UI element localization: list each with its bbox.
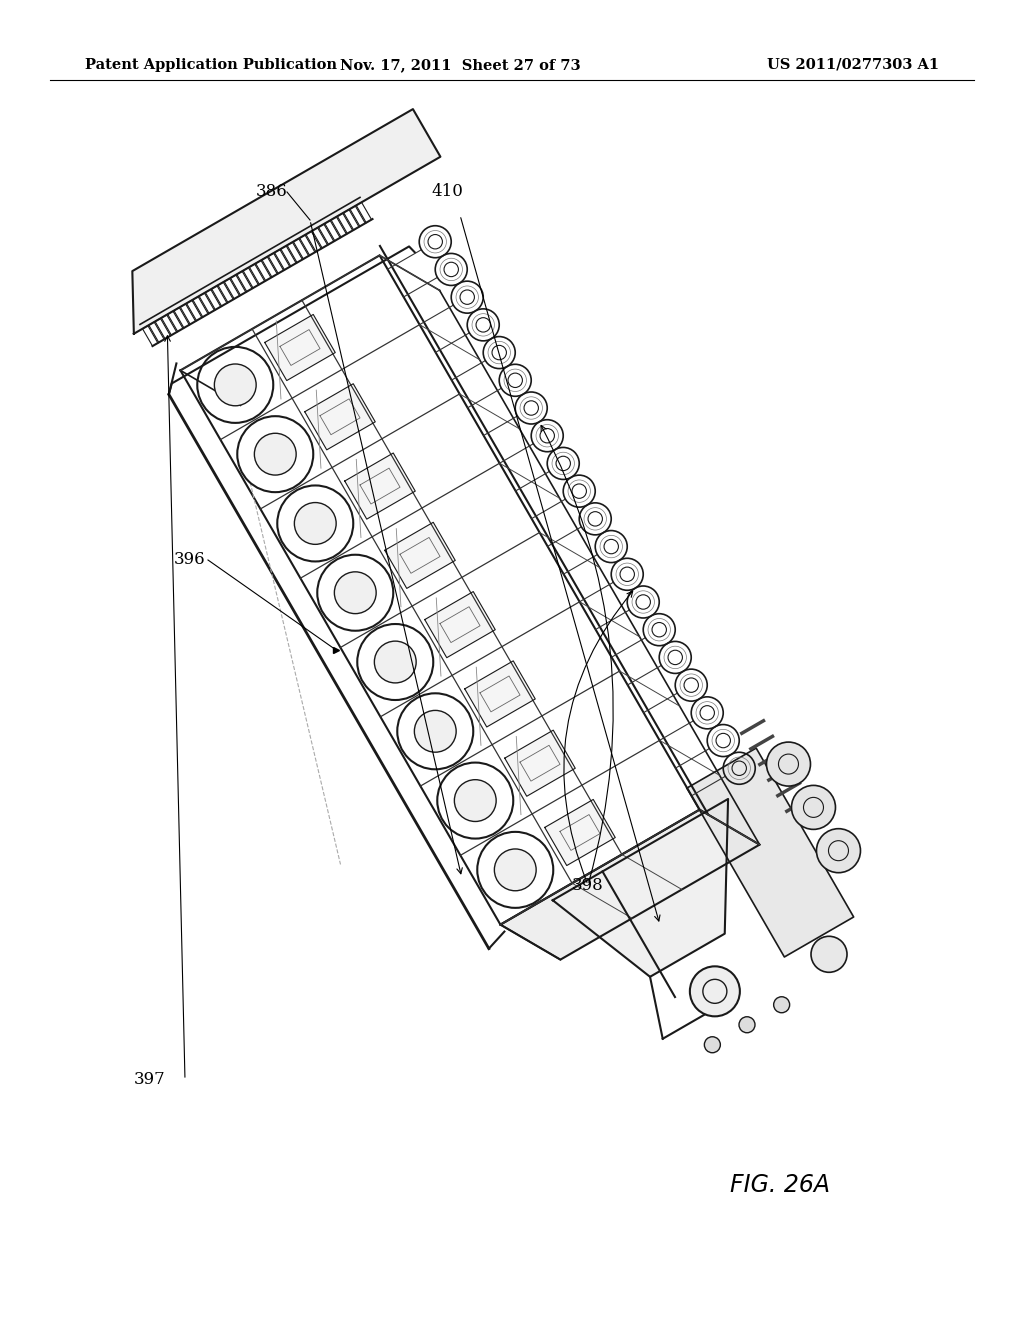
- Polygon shape: [345, 453, 416, 519]
- Polygon shape: [465, 661, 536, 727]
- Circle shape: [774, 997, 790, 1012]
- Circle shape: [690, 966, 740, 1016]
- Polygon shape: [265, 314, 335, 380]
- Text: 410: 410: [431, 183, 463, 201]
- Polygon shape: [553, 799, 728, 977]
- Text: Patent Application Publication: Patent Application Publication: [85, 58, 337, 73]
- Circle shape: [455, 780, 497, 821]
- Circle shape: [375, 642, 416, 682]
- Circle shape: [335, 572, 376, 614]
- Circle shape: [739, 1016, 755, 1032]
- Text: FIG. 26A: FIG. 26A: [730, 1173, 830, 1197]
- Polygon shape: [505, 730, 575, 796]
- Polygon shape: [132, 110, 440, 334]
- Circle shape: [415, 710, 456, 752]
- Polygon shape: [305, 384, 375, 450]
- Polygon shape: [545, 800, 615, 866]
- Circle shape: [792, 785, 836, 829]
- Circle shape: [816, 829, 860, 873]
- Circle shape: [767, 742, 810, 787]
- Text: 386: 386: [256, 183, 288, 201]
- Text: US 2011/0277303 A1: US 2011/0277303 A1: [767, 58, 939, 73]
- Text: 396: 396: [174, 552, 206, 569]
- Circle shape: [705, 1036, 720, 1053]
- Circle shape: [294, 503, 336, 544]
- Text: 397: 397: [134, 1072, 166, 1089]
- Polygon shape: [425, 591, 496, 657]
- Polygon shape: [687, 748, 854, 957]
- Polygon shape: [501, 809, 760, 960]
- Polygon shape: [385, 523, 456, 589]
- Circle shape: [214, 364, 256, 405]
- Circle shape: [254, 433, 296, 475]
- Circle shape: [811, 936, 847, 973]
- Text: 398: 398: [572, 876, 604, 894]
- Circle shape: [495, 849, 537, 891]
- Text: Nov. 17, 2011  Sheet 27 of 73: Nov. 17, 2011 Sheet 27 of 73: [341, 58, 581, 73]
